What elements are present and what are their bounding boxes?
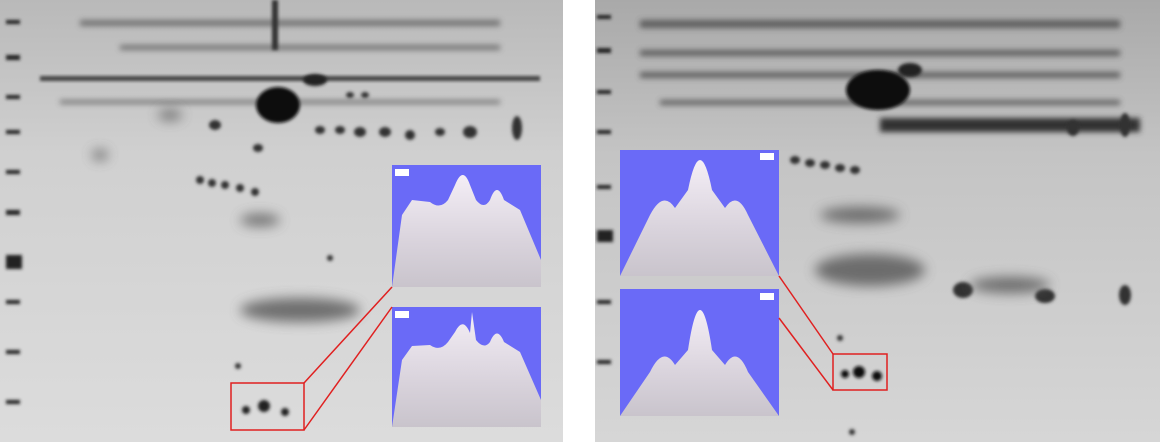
inset-right-bottom <box>620 289 779 416</box>
inset-left-top <box>392 165 541 287</box>
inset-right-top <box>620 150 779 276</box>
figure <box>0 0 1160 442</box>
inset-left-bottom <box>392 307 541 427</box>
